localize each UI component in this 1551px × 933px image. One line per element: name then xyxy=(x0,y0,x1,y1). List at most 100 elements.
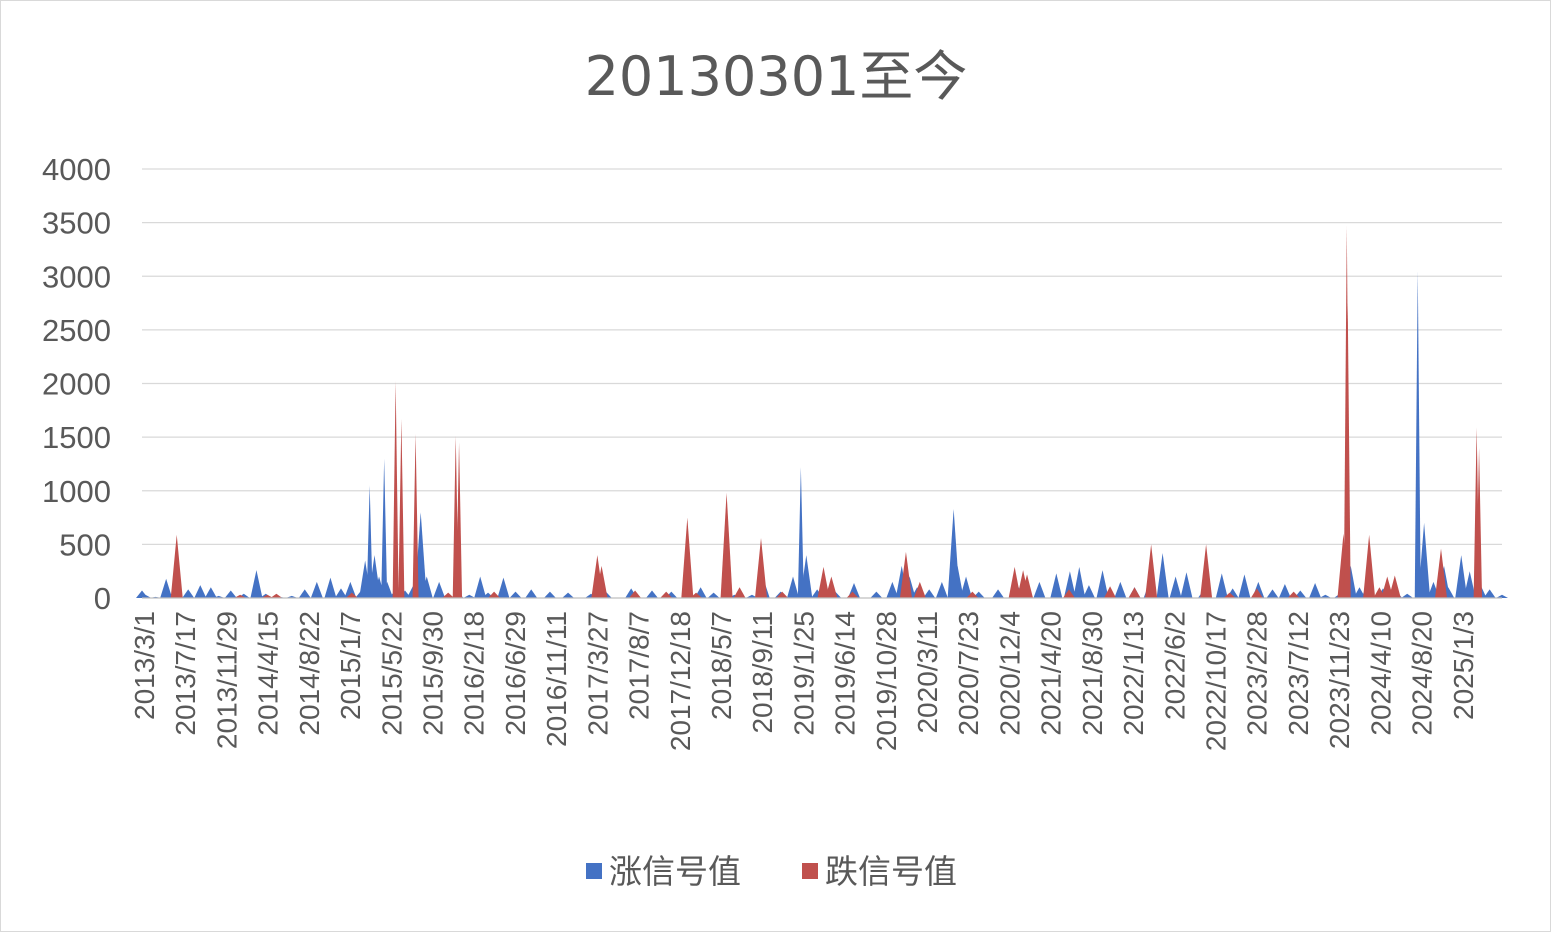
data-point-fall xyxy=(690,592,703,598)
data-point-fall xyxy=(1104,586,1117,598)
data-point-fall xyxy=(1476,447,1483,598)
data-point-fall xyxy=(755,537,768,598)
data-point-rise xyxy=(324,577,337,598)
data-point-fall xyxy=(825,576,838,598)
data-point-rise xyxy=(463,594,476,598)
data-point-rise xyxy=(707,592,720,598)
series-areas xyxy=(136,225,1508,598)
data-point-fall xyxy=(899,551,912,598)
y-tick-label: 1500 xyxy=(42,420,111,455)
y-tick-label: 3000 xyxy=(42,259,111,294)
data-point-rise xyxy=(870,591,883,598)
data-point-fall xyxy=(261,594,274,598)
x-tick-label: 2018/5/7 xyxy=(706,611,737,720)
data-point-rise xyxy=(1414,270,1421,598)
data-point-rise xyxy=(1114,581,1127,598)
data-point-fall xyxy=(1287,591,1300,598)
y-tick-label: 2000 xyxy=(42,367,111,402)
data-point-rise xyxy=(1483,589,1496,598)
x-tick-label: 2024/4/10 xyxy=(1365,611,1396,736)
data-point-rise xyxy=(1082,585,1095,598)
x-tick-label: 2014/4/15 xyxy=(253,611,284,736)
data-point-rise xyxy=(1073,566,1086,598)
data-point-fall xyxy=(1128,587,1141,598)
x-tick-label: 2023/2/28 xyxy=(1242,611,1273,736)
data-point-rise xyxy=(800,555,813,598)
data-point-rise xyxy=(139,594,152,598)
data-point-rise xyxy=(1309,582,1322,598)
data-point-rise xyxy=(1033,581,1046,598)
x-tick-label: 2020/7/23 xyxy=(953,611,984,736)
data-point-rise xyxy=(1278,584,1291,598)
data-point-fall xyxy=(733,587,746,598)
data-point-fall xyxy=(270,593,283,598)
x-tick-label: 2022/6/2 xyxy=(1159,611,1190,720)
y-tick-label: 500 xyxy=(59,527,111,562)
data-point-rise xyxy=(1418,522,1431,598)
x-tick-label: 2024/8/20 xyxy=(1407,611,1438,736)
data-point-fall xyxy=(345,592,358,598)
legend-swatch-fall xyxy=(802,863,818,879)
data-point-rise xyxy=(381,458,388,598)
data-point-rise xyxy=(298,589,311,598)
data-point-fall xyxy=(488,591,501,598)
data-point-rise xyxy=(509,591,522,598)
y-tick-label: 4000 xyxy=(42,152,111,187)
data-point-rise xyxy=(935,581,948,598)
data-point-fall xyxy=(456,442,463,598)
data-point-rise xyxy=(525,589,538,598)
data-point-rise xyxy=(1496,594,1508,598)
y-tick-label: 1000 xyxy=(42,474,111,509)
x-tick-label: 2015/9/30 xyxy=(417,611,448,736)
data-point-rise xyxy=(1401,593,1414,598)
x-tick-label: 2016/6/29 xyxy=(500,611,531,736)
data-point-rise xyxy=(474,576,487,598)
data-point-rise xyxy=(310,581,323,598)
data-point-fall xyxy=(629,590,642,598)
data-point-fall xyxy=(1008,566,1021,598)
data-point-fall xyxy=(170,534,183,598)
data-point-rise xyxy=(886,581,899,598)
x-tick-label: 2013/7/17 xyxy=(170,611,201,736)
x-tick-label: 2019/6/14 xyxy=(830,611,861,736)
x-tick-label: 2023/7/12 xyxy=(1283,611,1314,736)
data-point-fall xyxy=(1200,544,1213,598)
data-point-rise xyxy=(381,581,394,598)
data-point-fall xyxy=(1363,534,1376,598)
x-tick-label: 2021/8/30 xyxy=(1077,611,1108,736)
x-tick-label: 2021/4/20 xyxy=(1036,611,1067,736)
data-point-rise xyxy=(1156,552,1169,598)
data-point-fall xyxy=(660,591,673,598)
data-point-fall xyxy=(595,565,608,598)
series-fall xyxy=(170,225,1483,598)
data-point-fall xyxy=(1250,588,1263,598)
data-point-fall xyxy=(442,592,455,598)
x-tick-label: 2013/11/29 xyxy=(211,611,242,749)
data-point-rise xyxy=(334,588,347,598)
x-tick-label: 2016/11/11 xyxy=(541,611,572,747)
data-point-rise xyxy=(787,576,800,598)
legend-label-rise: 涨信号值 xyxy=(609,852,741,891)
data-point-fall xyxy=(392,381,399,598)
data-point-rise xyxy=(204,587,217,598)
data-point-fall xyxy=(234,594,247,598)
data-point-fall xyxy=(966,591,979,598)
legend-swatch-rise xyxy=(586,863,602,879)
data-point-fall xyxy=(720,492,733,598)
x-tick-label: 2022/10/17 xyxy=(1201,611,1232,751)
data-point-rise xyxy=(194,585,207,598)
gridlines xyxy=(142,168,1502,546)
data-point-rise xyxy=(1169,576,1182,598)
data-point-rise xyxy=(745,594,758,598)
x-tick-label: 2017/8/7 xyxy=(624,611,655,720)
data-point-rise xyxy=(543,591,556,598)
data-point-rise xyxy=(497,577,510,598)
data-point-fall xyxy=(1388,575,1401,598)
data-point-rise xyxy=(951,565,964,598)
x-tick-label: 2020/12/4 xyxy=(994,611,1025,736)
x-tick-label: 2020/3/11 xyxy=(912,611,943,734)
chart-title: 20130301至今 xyxy=(585,45,968,108)
x-tick-label: 2014/8/22 xyxy=(294,611,325,736)
